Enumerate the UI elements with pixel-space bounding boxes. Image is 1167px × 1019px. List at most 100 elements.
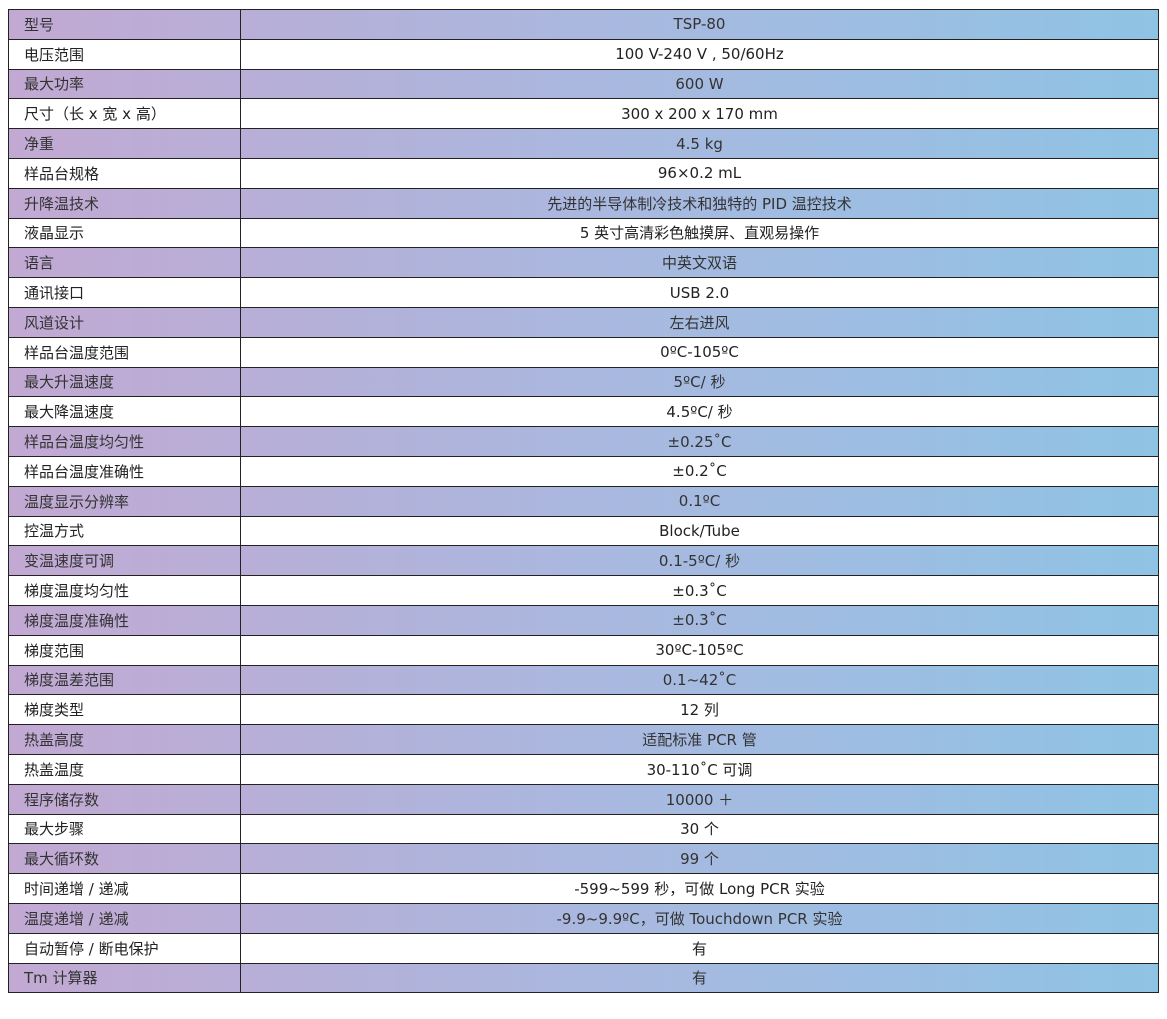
table-row: 时间递增 / 递减 -599~599 秒，可做 Long PCR 实验 — [8, 873, 1159, 904]
spec-value: 96×0.2 mL — [240, 157, 1159, 189]
spec-value: 0.1ºC — [240, 485, 1159, 517]
spec-value: 4.5ºC/ 秒 — [240, 396, 1159, 428]
spec-label: 温度递增 / 递减 — [8, 902, 241, 934]
spec-label: Tm 计算器 — [8, 962, 241, 994]
spec-value: 100 V-240 V , 50/60Hz — [240, 38, 1159, 70]
table-row: 梯度温差范围 0.1~42˚C — [8, 664, 1159, 696]
spec-value: -599~599 秒，可做 Long PCR 实验 — [240, 873, 1159, 904]
table-row: 尺寸（长 x 宽 x 高） 300 x 200 x 170 mm — [8, 98, 1159, 130]
spec-label: 温度显示分辨率 — [8, 485, 241, 517]
spec-value: 12 列 — [240, 694, 1159, 726]
table-row: Tm 计算器有 — [8, 962, 1159, 994]
spec-label: 热盖温度 — [8, 753, 241, 785]
table-row: 梯度温度均匀性 ±0.3˚C — [8, 575, 1159, 606]
table-row: 温度递增 / 递减 -9.9~9.9ºC，可做 Touchdown PCR 实验 — [8, 902, 1159, 934]
spec-label: 自动暂停 / 断电保护 — [8, 932, 241, 964]
table-row: 梯度类型 12 列 — [8, 694, 1159, 726]
spec-label: 通讯接口 — [8, 277, 241, 308]
table-row: 样品台温度准确性 ±0.2˚C — [8, 455, 1159, 487]
spec-value: ±0.2˚C — [240, 455, 1159, 487]
table-row: 最大循环数 99 个 — [8, 843, 1159, 875]
table-row: 风道设计 左右进风 — [8, 306, 1159, 338]
spec-label: 控温方式 — [8, 515, 241, 547]
spec-value: 有 — [240, 932, 1159, 964]
spec-label: 梯度类型 — [8, 694, 241, 726]
spec-label: 电压范围 — [8, 38, 241, 70]
spec-label: 梯度范围 — [8, 634, 241, 666]
table-row: 热盖高度 适配标准 PCR 管 — [8, 724, 1159, 755]
spec-value: 有 — [240, 962, 1159, 994]
table-row: 语言 中英文双语 — [8, 247, 1159, 279]
table-row: 升降温技术 先进的半导体制冷技术和独特的 PID 温控技术 — [8, 187, 1159, 219]
spec-value: 0.1~42˚C — [240, 664, 1159, 696]
spec-label: 样品台温度均匀性 — [8, 426, 241, 457]
table-row: 最大升温速度 5ºC/ 秒 — [8, 366, 1159, 398]
spec-label: 程序储存数 — [8, 783, 241, 815]
spec-label: 最大循环数 — [8, 843, 241, 875]
spec-label: 最大升温速度 — [8, 366, 241, 398]
spec-label: 梯度温度均匀性 — [8, 575, 241, 606]
spec-label: 热盖高度 — [8, 724, 241, 755]
spec-label: 样品台规格 — [8, 157, 241, 189]
spec-value: ±0.3˚C — [240, 575, 1159, 606]
spec-value: 左右进风 — [240, 306, 1159, 338]
spec-value: 5 英寸高清彩色触摸屏、直观易操作 — [240, 217, 1159, 249]
table-row: 最大降温速度 4.5ºC/ 秒 — [8, 396, 1159, 428]
table-row: 自动暂停 / 断电保护有 — [8, 932, 1159, 964]
spec-value: 0ºC-105ºC — [240, 336, 1159, 368]
spec-value: Block/Tube — [240, 515, 1159, 547]
spec-value: TSP-80 — [240, 9, 1159, 40]
spec-value: 0.1-5ºC/ 秒 — [240, 545, 1159, 577]
spec-label: 语言 — [8, 247, 241, 279]
table-row: 最大步骤 30 个 — [8, 813, 1159, 845]
table-row: 梯度范围 30ºC-105ºC — [8, 634, 1159, 666]
spec-value: ±0.3˚C — [240, 604, 1159, 636]
table-row: 电压范围 100 V-240 V , 50/60Hz — [8, 38, 1159, 70]
spec-value: 5ºC/ 秒 — [240, 366, 1159, 398]
table-row: 温度显示分辨率 0.1ºC — [8, 485, 1159, 517]
spec-label: 时间递增 / 递减 — [8, 873, 241, 904]
table-row: 型号 TSP-80 — [8, 9, 1159, 40]
spec-value: 300 x 200 x 170 mm — [240, 98, 1159, 130]
table-row: 控温方式 Block/Tube — [8, 515, 1159, 547]
table-row: 最大功率 600 W — [8, 68, 1159, 100]
table-row: 液晶显示 5 英寸高清彩色触摸屏、直观易操作 — [8, 217, 1159, 249]
spec-label: 梯度温度准确性 — [8, 604, 241, 636]
spec-label: 样品台温度范围 — [8, 336, 241, 368]
spec-value: 10000 ＋ — [240, 783, 1159, 815]
spec-label: 净重 — [8, 128, 241, 159]
spec-label: 液晶显示 — [8, 217, 241, 249]
spec-value: USB 2.0 — [240, 277, 1159, 308]
spec-label: 升降温技术 — [8, 187, 241, 219]
spec-value: 4.5 kg — [240, 128, 1159, 159]
table-row: 变温速度可调 0.1-5ºC/ 秒 — [8, 545, 1159, 577]
table-row: 梯度温度准确性 ±0.3˚C — [8, 604, 1159, 636]
table-row: 样品台温度范围 0ºC-105ºC — [8, 336, 1159, 368]
spec-value: 中英文双语 — [240, 247, 1159, 279]
spec-value: -9.9~9.9ºC，可做 Touchdown PCR 实验 — [240, 902, 1159, 934]
spec-value: 600 W — [240, 68, 1159, 100]
spec-label: 梯度温差范围 — [8, 664, 241, 696]
spec-table: 型号 TSP-80 电压范围 100 V-240 V , 50/60Hz 最大功率 600… — [8, 9, 1159, 994]
spec-label: 最大降温速度 — [8, 396, 241, 428]
spec-label: 变温速度可调 — [8, 545, 241, 577]
spec-label: 最大功率 — [8, 68, 241, 100]
spec-value: 99 个 — [240, 843, 1159, 875]
spec-value: 30ºC-105ºC — [240, 634, 1159, 666]
spec-value: 适配标准 PCR 管 — [240, 724, 1159, 755]
table-row: 热盖温度 30-110˚C 可调 — [8, 753, 1159, 785]
spec-label: 型号 — [8, 9, 241, 40]
spec-value: 先进的半导体制冷技术和独特的 PID 温控技术 — [240, 187, 1159, 219]
spec-label: 风道设计 — [8, 306, 241, 338]
table-row: 程序储存数 10000 ＋ — [8, 783, 1159, 815]
spec-value: 30 个 — [240, 813, 1159, 845]
table-row: 样品台温度均匀性 ±0.25˚C — [8, 426, 1159, 457]
spec-value: ±0.25˚C — [240, 426, 1159, 457]
table-row: 净重 4.5 kg — [8, 128, 1159, 159]
table-row: 通讯接口 USB 2.0 — [8, 277, 1159, 308]
spec-label: 尺寸（长 x 宽 x 高） — [8, 98, 241, 130]
table-row: 样品台规格 96×0.2 mL — [8, 157, 1159, 189]
spec-label: 最大步骤 — [8, 813, 241, 845]
spec-label: 样品台温度准确性 — [8, 455, 241, 487]
spec-value: 30-110˚C 可调 — [240, 753, 1159, 785]
